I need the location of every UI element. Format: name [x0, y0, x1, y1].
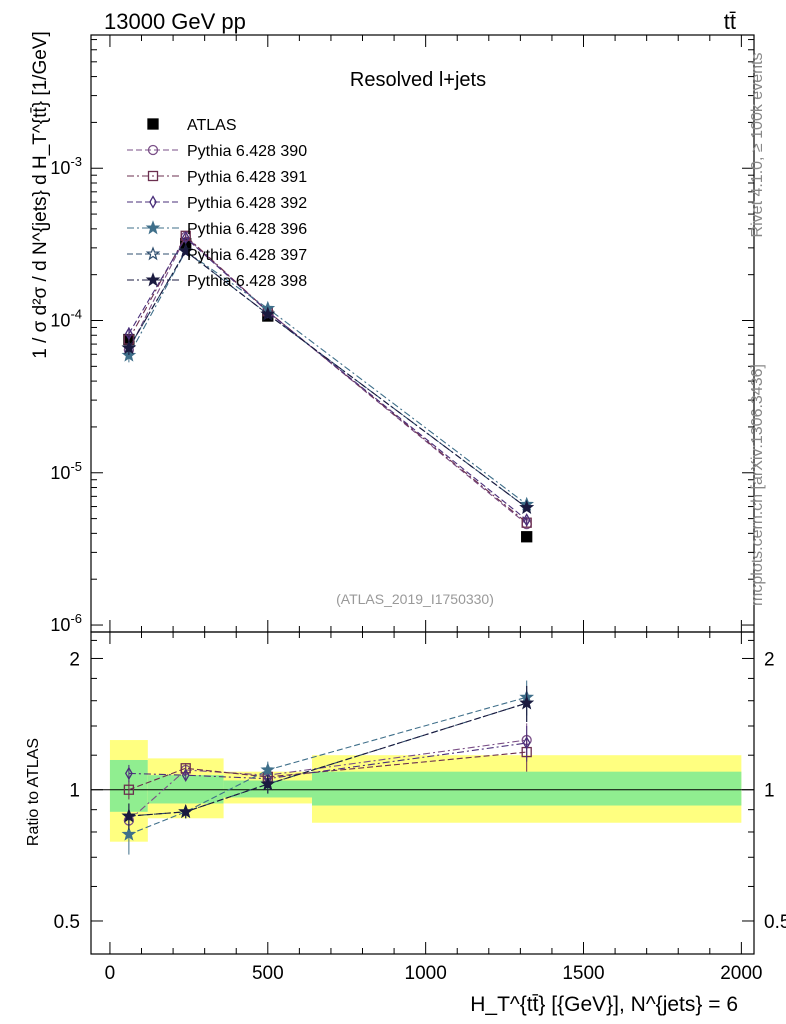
data-point-p392	[181, 230, 190, 245]
energy-label: 13000 GeV pp	[104, 9, 246, 34]
legend-marker-atlas	[147, 118, 159, 130]
legend: ATLAS Pythia 6.428 390 Pythia 6.428 391 Pyt…	[127, 117, 307, 290]
main-y-axis-label: 1 / σ d²σ / d N^{jets} d H_T^{tt̄} [1/Ge…	[30, 31, 51, 359]
legend-label-p398: Pythia 6.428 398	[187, 273, 307, 290]
ratio-y-axis-label: Ratio to ATLAS	[25, 738, 42, 846]
process-label: tt̄	[724, 9, 736, 34]
legend-marker-p397	[145, 246, 161, 261]
ratio-point-p392	[124, 766, 133, 781]
ratio-series-p398	[121, 685, 535, 830]
series-line	[128, 234, 528, 524]
series-p391	[123, 230, 532, 528]
rivet-version-label: Rivet 4.1.0, ≥ 100k events	[749, 53, 766, 238]
legend-marker-p390	[147, 144, 159, 156]
x-tick-label: 1000	[405, 963, 447, 984]
data-point-p398	[121, 340, 137, 355]
legend-label-atlas: ATLAS	[187, 117, 237, 134]
ratio-point-p391	[123, 784, 135, 795]
ratio-band-inner	[312, 771, 742, 806]
series-line	[128, 250, 528, 509]
ratio-series-line	[128, 696, 527, 835]
ratio-series-line	[128, 702, 527, 817]
x-tick-label: 2000	[720, 963, 762, 984]
legend-label-p397: Pythia 6.428 397	[187, 247, 307, 264]
data-point-p392	[124, 326, 133, 341]
ratio-y-tick-label-right: 0.5	[764, 912, 786, 933]
ratio-point-p398	[121, 808, 137, 823]
main-y-tick-label: 10-3	[50, 154, 82, 178]
series-line	[128, 235, 528, 525]
ratio-point-p392	[522, 736, 531, 750]
series-p396	[121, 243, 534, 511]
main-y-tick-label: 10-4	[50, 307, 82, 331]
ratio-point-p392	[181, 768, 190, 782]
ratio-series-line	[128, 751, 527, 791]
legend-label-p392: Pythia 6.428 392	[187, 195, 307, 212]
main-y-tick-label: 10-5	[50, 459, 82, 483]
legend-marker-p391	[147, 170, 159, 182]
ratio-y-tick-label-right: 2	[764, 649, 775, 670]
x-tick-label: 0	[105, 963, 116, 984]
ratio-y-tick-label: 1	[69, 781, 80, 802]
analysis-id-label: (ATLAS_2019_I1750330)	[336, 591, 494, 607]
legend-label-p396: Pythia 6.428 396	[187, 221, 307, 238]
legend-marker-p392	[149, 195, 157, 209]
ratio-y-tick-label: 2	[69, 649, 80, 670]
legend-marker-p398	[145, 272, 161, 287]
ratio-point-p398	[178, 804, 194, 818]
ratio-y-tick-label: 0.5	[54, 912, 80, 933]
data-point-p392	[522, 513, 531, 527]
ratio-point-p398	[519, 695, 535, 710]
x-tick-label: 500	[252, 963, 284, 984]
x-axis-label: H_T^{tt̄} [{GeV}], N^{jets} = 6	[470, 993, 738, 1016]
ratio-y-tick-label-right: 1	[764, 781, 775, 802]
data-point-atlas	[521, 531, 533, 543]
x-tick-label: 1500	[562, 963, 604, 984]
mcplots-label: mcplots.cern.ch [arXiv:1306.3436]	[749, 364, 766, 606]
legend-marker-p396	[145, 220, 161, 235]
data-point-p398	[519, 500, 535, 514]
ratio-plot-frame	[90, 631, 755, 955]
legend-label-p391: Pythia 6.428 391	[187, 169, 307, 186]
legend-label-p390: Pythia 6.428 390	[187, 143, 307, 160]
chart-title: Resolved l+jets	[350, 69, 486, 91]
series-p398	[121, 243, 535, 514]
ratio-point-p396	[260, 762, 276, 777]
ratio-series-line	[128, 739, 527, 821]
data-point-p398	[178, 243, 194, 258]
data-point-p398	[260, 306, 276, 321]
series-line	[128, 250, 528, 505]
series-atlas	[123, 237, 533, 543]
series-p390	[123, 231, 532, 530]
ratio-point-p396	[121, 826, 137, 841]
main-y-tick-label: 10-6	[50, 611, 82, 635]
series-p397	[121, 243, 535, 514]
ratio-point-p398	[260, 776, 276, 791]
